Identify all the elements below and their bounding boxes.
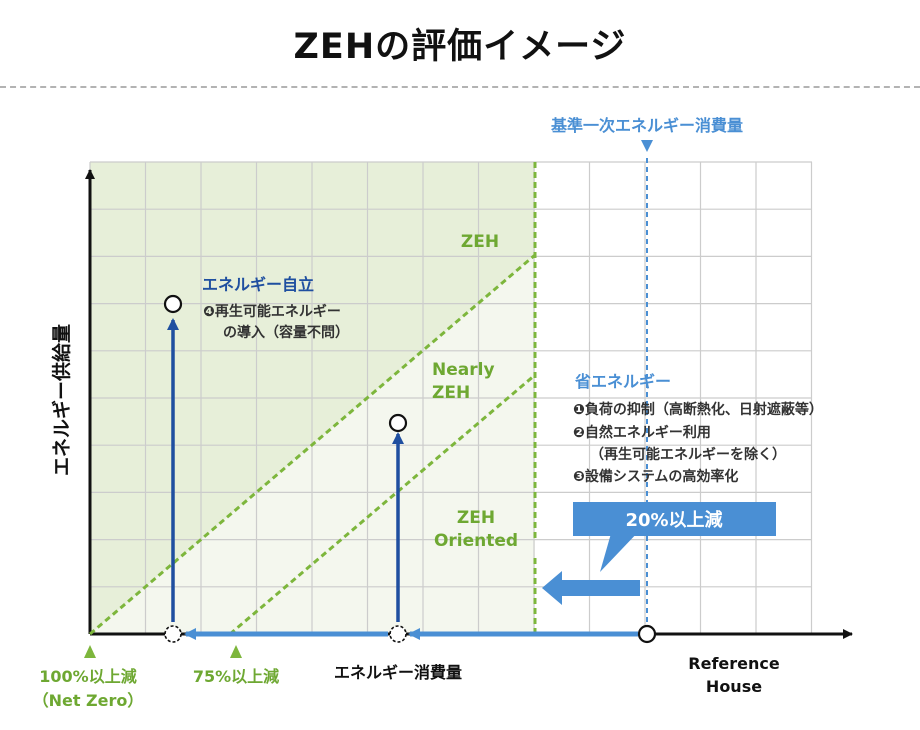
energy-saving-line3: （再生可能エネルギーを除く）	[590, 446, 786, 463]
reference-house-line1: Reference	[688, 654, 780, 673]
energy-saving-line2: ❷自然エネルギー利用	[573, 424, 711, 441]
y-axis-label: エネルギー供給量	[50, 324, 73, 476]
zone-label-nearly-zeh-line1: Nearly	[432, 360, 495, 380]
zone-label-zeh-oriented-line1: ZEH	[457, 508, 495, 528]
callout-20-tail	[600, 530, 640, 572]
energy-saving-heading: 省エネルギー	[574, 372, 671, 391]
point-reference-house	[637, 624, 657, 644]
self-sufficiency-line2: の導入（容量不問）	[223, 324, 349, 341]
net-zero-label-line1: 100%以上減	[39, 667, 136, 686]
point-net-zero-top	[163, 294, 183, 314]
standard-consumption-marker	[641, 140, 653, 152]
reduction-75-label: 75%以上減	[193, 667, 279, 686]
reference-house-line2: House	[706, 677, 762, 696]
reduction-75-marker	[230, 645, 242, 658]
energy-saving-line4: ❸設備システムの高効率化	[573, 468, 738, 485]
zone-label-zeh-oriented-line2: Oriented	[434, 531, 518, 551]
callout-20-text: 20%以上減	[625, 509, 722, 531]
self-sufficiency-line1: ❹再生可能エネルギー	[203, 303, 341, 320]
self-sufficiency-heading: エネルギー自立	[202, 275, 314, 294]
point-nearly-zeh-base	[389, 625, 407, 643]
zone-label-zeh: ZEH	[461, 232, 499, 252]
x-axis-label: エネルギー消費量	[334, 663, 462, 682]
zone-label-nearly-zeh-line2: ZEH	[432, 383, 470, 403]
point-nearly-zeh-top	[388, 413, 408, 433]
grid	[89, 161, 813, 635]
nearly-zeh-boundary-line	[229, 373, 536, 636]
page-title: ZEHの評価イメージ	[293, 27, 627, 67]
point-net-zero-base	[164, 625, 182, 643]
net-zero-marker	[84, 645, 96, 658]
standard-consumption-label: 基準一次エネルギー消費量	[550, 116, 743, 135]
net-zero-label-line2: （Net Zero）	[33, 691, 144, 710]
reduction-20-arrow	[542, 571, 640, 605]
energy-saving-line1: ❶負荷の抑制（高断熱化、日射遮蔽等）	[573, 401, 823, 418]
zeh-boundary-line	[89, 253, 536, 636]
callout-20-box	[573, 502, 776, 536]
title-divider	[0, 86, 920, 88]
